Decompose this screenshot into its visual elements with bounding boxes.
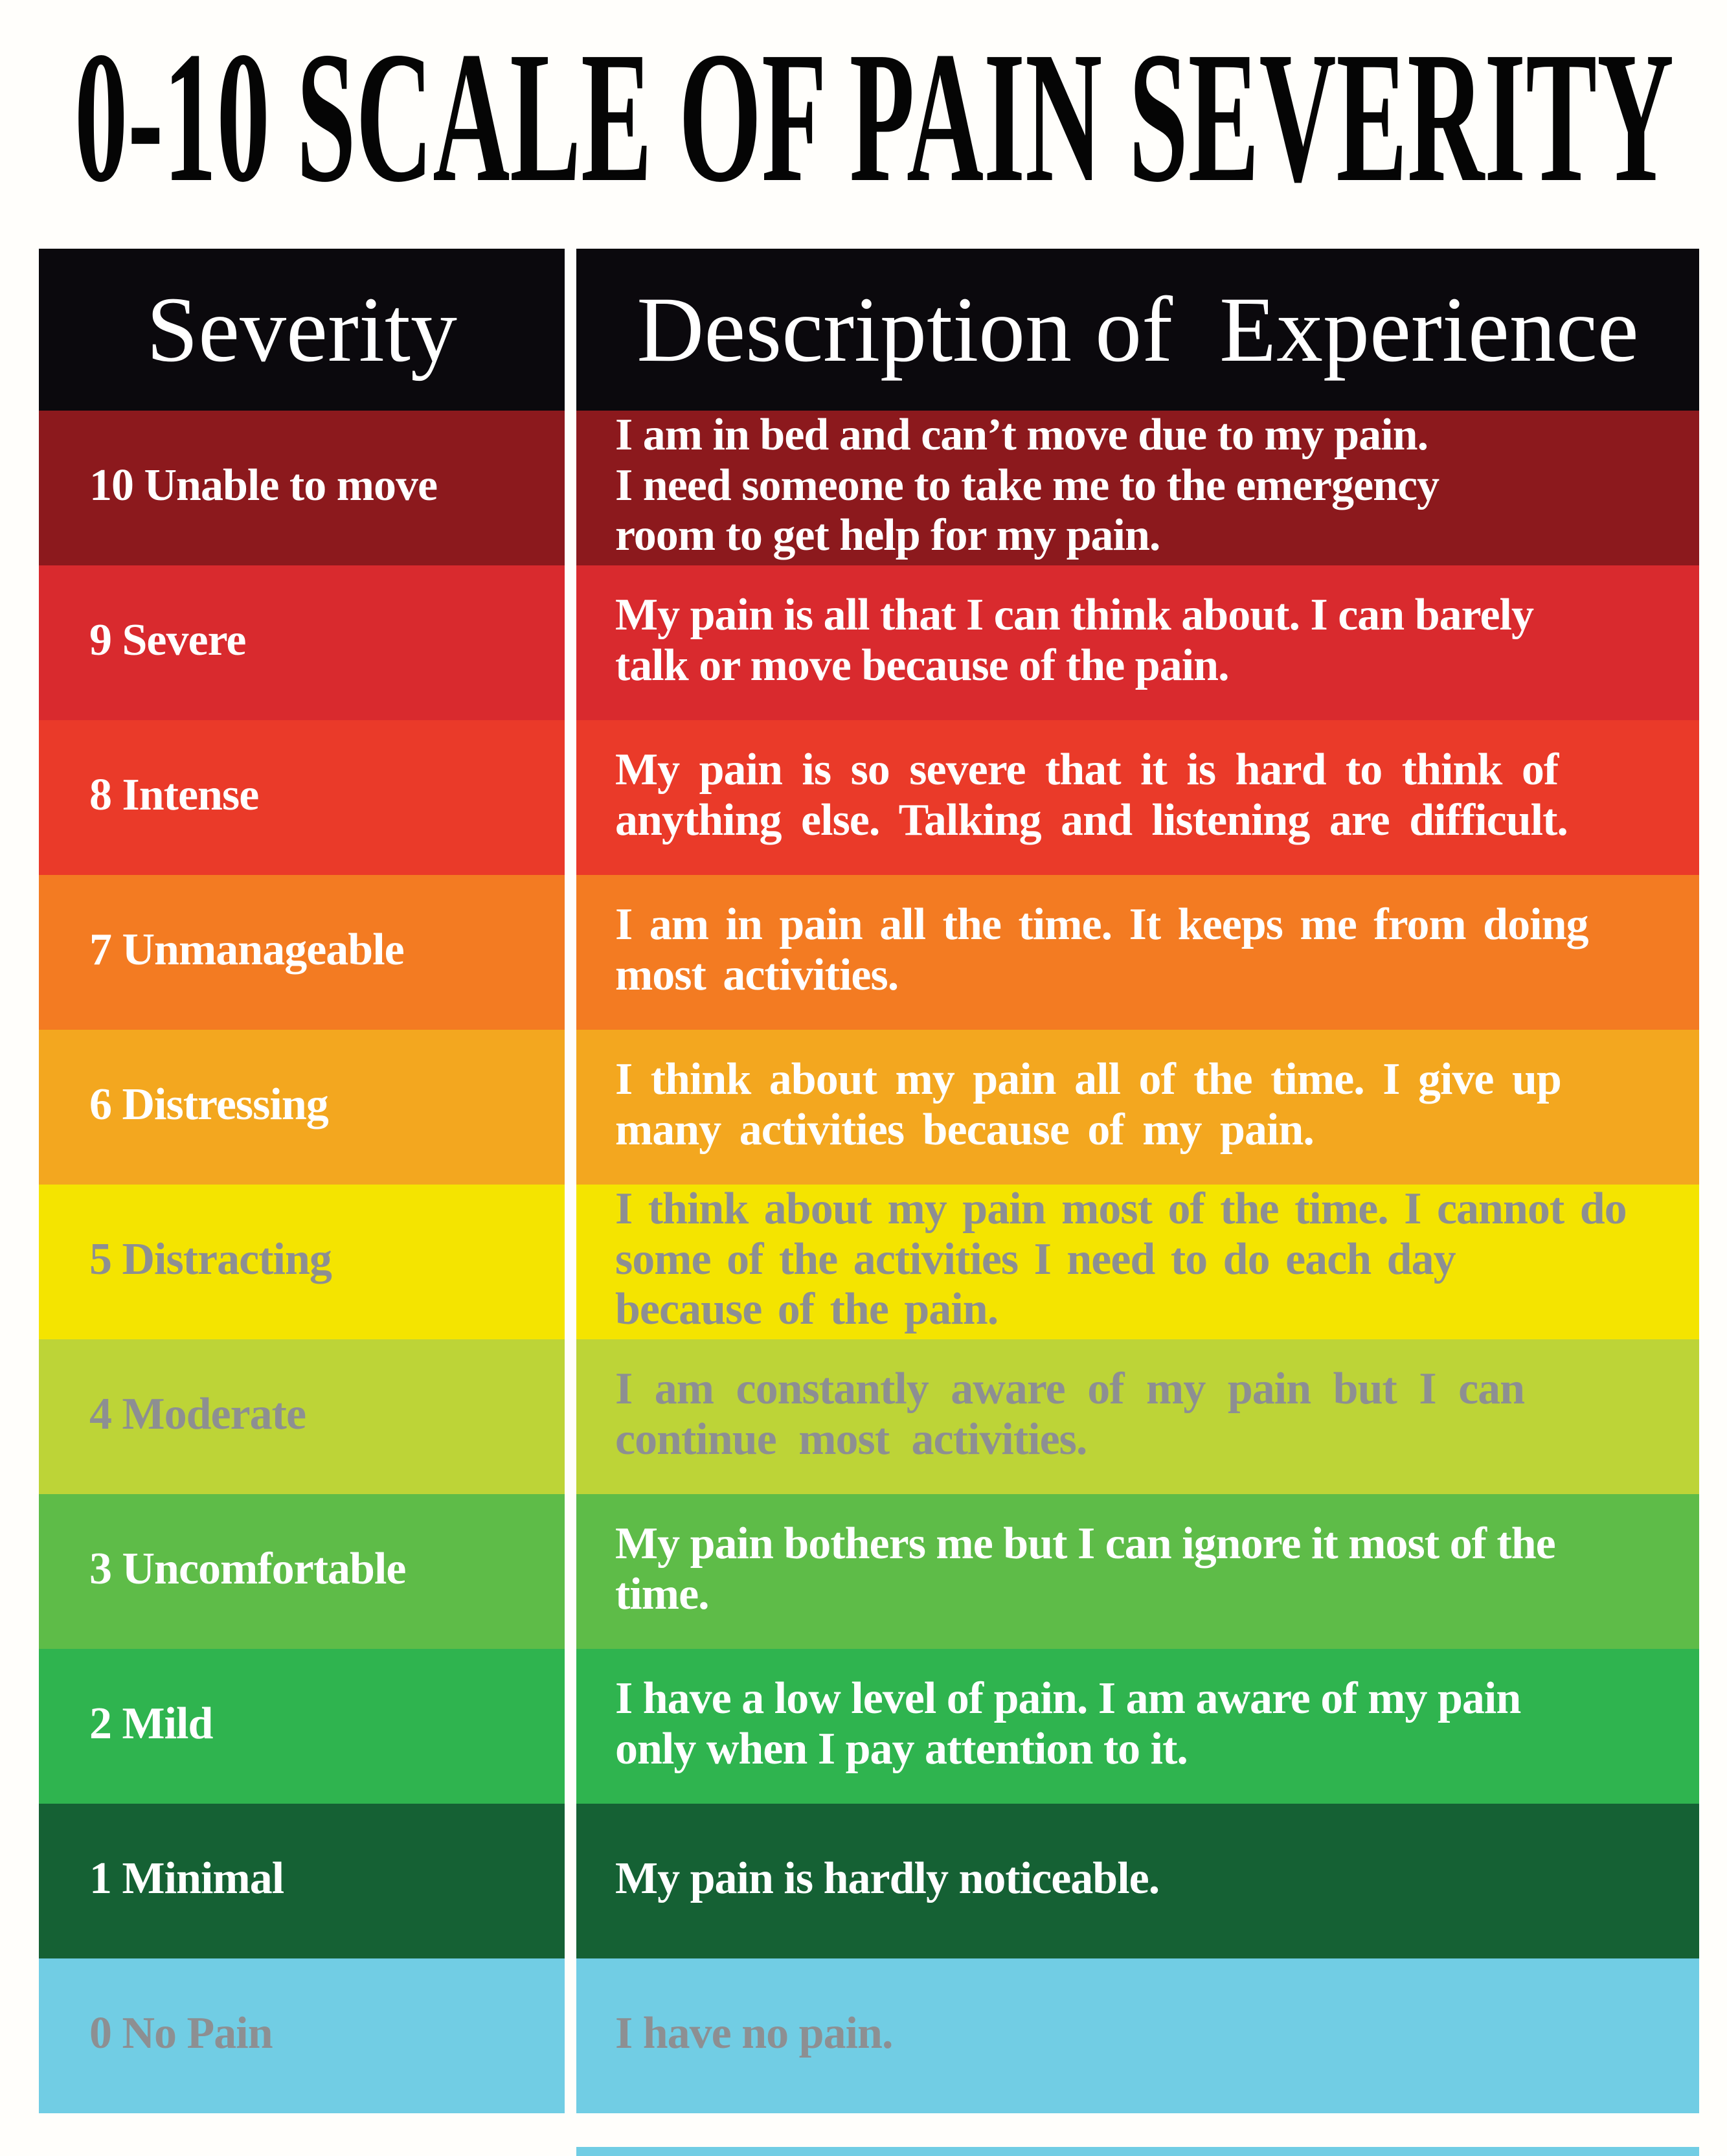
description-text: I am in pain all the time. It keeps me f… <box>615 899 1588 1000</box>
severity-cell: 4 Moderate <box>39 1339 565 1494</box>
severity-table: Severity Description of Experience 10 Un… <box>39 249 1699 2113</box>
severity-cell: 7 Unmanageable <box>39 875 565 1030</box>
severity-cell: 5 Distracting <box>39 1185 565 1339</box>
severity-label: 7 Unmanageable <box>89 924 405 975</box>
pain-row-8: 8 Intense My pain is so severe that it i… <box>39 720 1699 875</box>
header-description-cell: Description of Experience <box>576 249 1699 411</box>
header-severity-label: Severity <box>146 278 457 381</box>
severity-label: 1 Minimal <box>89 1853 284 1903</box>
description-cell: My pain is so severe that it is hard to … <box>576 720 1699 875</box>
bottom-strip <box>576 2147 1699 2156</box>
description-cell: I have a low level of pain. I am aware o… <box>576 1649 1699 1804</box>
description-cell: I am in bed and can’t move due to my pai… <box>576 409 1699 565</box>
description-cell: I think about my pain most of the time. … <box>576 1183 1699 1339</box>
severity-label: 8 Intense <box>89 769 259 820</box>
severity-cell: 6 Distressing <box>39 1030 565 1185</box>
pain-row-2: 2 Mild I have a low level of pain. I am … <box>39 1649 1699 1804</box>
page-title: 0-10 SCALE OF PAIN SEVERITY <box>74 13 1674 221</box>
description-cell: My pain is hardly noticeable. <box>576 1804 1699 1958</box>
pain-row-9: 9 Severe My pain is all that I can think… <box>39 565 1699 720</box>
severity-label: 9 Severe <box>89 615 246 665</box>
description-text: My pain is so severe that it is hard to … <box>615 744 1568 845</box>
description-cell: I think about my pain all of the time. I… <box>576 1030 1699 1185</box>
severity-label: 6 Distressing <box>89 1079 329 1129</box>
description-cell: I am constantly aware of my pain but I c… <box>576 1339 1699 1494</box>
description-cell: I have no pain. <box>576 1958 1699 2113</box>
description-text: I am constantly aware of my pain but I c… <box>615 1363 1525 1464</box>
description-text: I have a low level of pain. I am aware o… <box>615 1673 1521 1774</box>
header-description-label: Description of Experience <box>637 278 1639 381</box>
description-text: My pain is hardly noticeable. <box>615 1853 1160 1903</box>
pain-row-10: 10 Unable to move I am in bed and can’t … <box>39 409 1699 565</box>
severity-cell: 2 Mild <box>39 1649 565 1804</box>
description-text: I think about my pain most of the time. … <box>615 1183 1627 1335</box>
description-text: My pain bothers me but I can ignore it m… <box>615 1518 1556 1619</box>
pain-row-0: 0 No Pain I have no pain. <box>39 1958 1699 2113</box>
severity-cell: 0 No Pain <box>39 1958 565 2113</box>
description-text: I have no pain. <box>615 2008 893 2058</box>
description-text: I am in bed and can’t move due to my pai… <box>615 409 1439 561</box>
title-svg: 0-10 SCALE OF PAIN SEVERITY <box>74 13 1674 221</box>
severity-label: 0 No Pain <box>89 2008 273 2058</box>
pain-row-3: 3 Uncomfortable My pain bothers me but I… <box>39 1494 1699 1649</box>
description-cell: I am in pain all the time. It keeps me f… <box>576 875 1699 1030</box>
pain-row-7: 7 Unmanageable I am in pain all the time… <box>39 875 1699 1030</box>
pain-row-4: 4 Moderate I am constantly aware of my p… <box>39 1339 1699 1494</box>
description-text: My pain is all that I can think about. I… <box>615 589 1534 690</box>
severity-label: 2 Mild <box>89 1698 213 1749</box>
severity-cell: 8 Intense <box>39 720 565 875</box>
severity-cell: 9 Severe <box>39 565 565 720</box>
severity-cell: 3 Uncomfortable <box>39 1494 565 1649</box>
title-area: 0-10 SCALE OF PAIN SEVERITY <box>0 0 1727 249</box>
table-header-row: Severity Description of Experience <box>39 249 1699 411</box>
severity-label: 4 Moderate <box>89 1389 306 1439</box>
description-text: I think about my pain all of the time. I… <box>615 1054 1562 1155</box>
pain-row-1: 1 Minimal My pain is hardly noticeable. <box>39 1804 1699 1958</box>
severity-cell: 1 Minimal <box>39 1804 565 1958</box>
severity-cell: 10 Unable to move <box>39 411 565 565</box>
description-cell: My pain is all that I can think about. I… <box>576 565 1699 720</box>
pain-row-6: 6 Distressing I think about my pain all … <box>39 1030 1699 1185</box>
header-severity-cell: Severity <box>39 249 565 411</box>
severity-label: 3 Uncomfortable <box>89 1543 407 1594</box>
description-cell: My pain bothers me but I can ignore it m… <box>576 1494 1699 1649</box>
severity-label: 5 Distracting <box>89 1234 332 1284</box>
severity-label: 10 Unable to move <box>89 460 438 510</box>
pain-row-5: 5 Distracting I think about my pain most… <box>39 1183 1699 1339</box>
